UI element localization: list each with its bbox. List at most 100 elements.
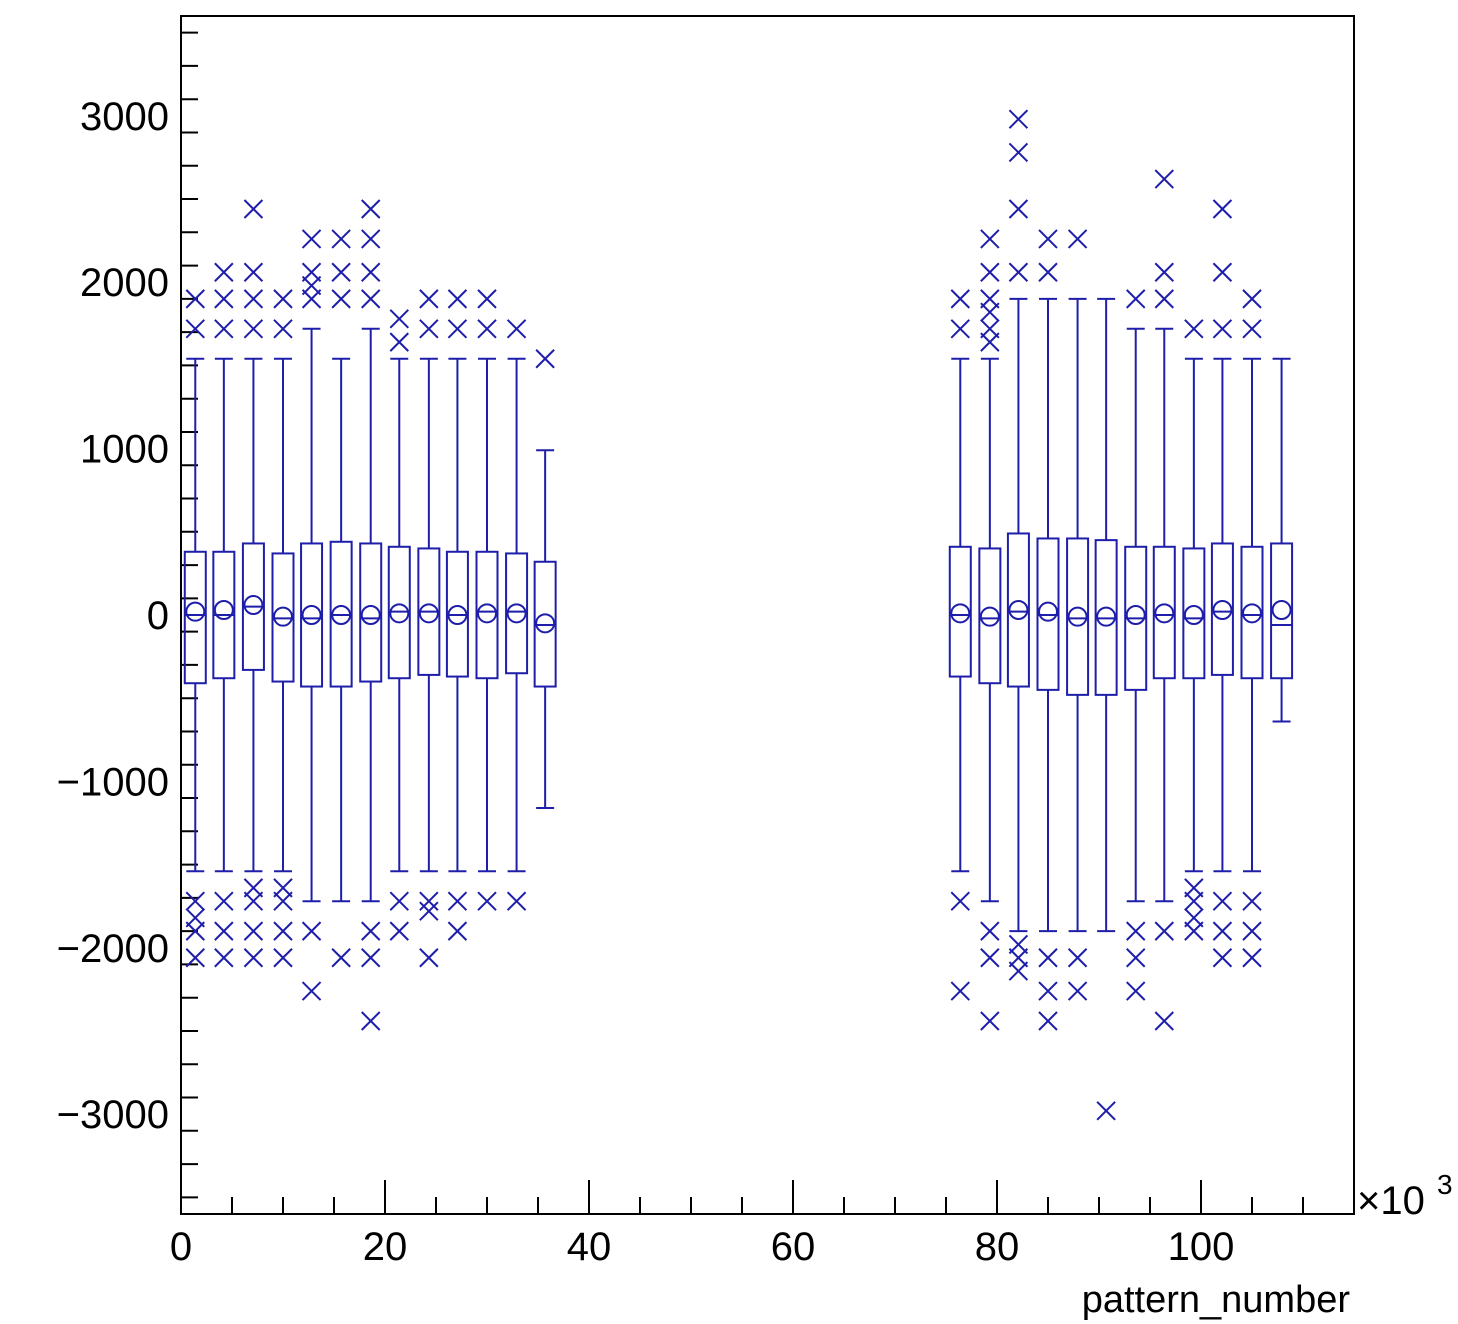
outlier-marker bbox=[1096, 1101, 1116, 1121]
y-tick-label: −1000 bbox=[57, 760, 169, 804]
y-tick-label: 3000 bbox=[80, 95, 169, 139]
outlier-marker bbox=[419, 948, 439, 968]
outlier-marker bbox=[1154, 289, 1174, 309]
outlier-marker bbox=[361, 921, 381, 941]
mean-marker bbox=[331, 605, 352, 625]
outlier-marker bbox=[389, 309, 409, 329]
outlier-marker bbox=[1154, 921, 1174, 941]
box bbox=[1036, 229, 1060, 1031]
box bbox=[329, 229, 353, 968]
outlier-marker bbox=[361, 1011, 381, 1031]
outlier-marker bbox=[361, 948, 381, 968]
outlier-marker bbox=[243, 199, 264, 219]
outlier-marker bbox=[447, 921, 468, 941]
x-tick-label: 20 bbox=[363, 1225, 408, 1269]
outlier-marker bbox=[419, 891, 439, 911]
outlier-marker bbox=[331, 262, 351, 282]
outlier-marker bbox=[1008, 199, 1029, 219]
outlier-marker bbox=[1038, 229, 1058, 249]
outlier-marker bbox=[1184, 319, 1204, 339]
outlier-marker bbox=[1067, 981, 1088, 1001]
box-body bbox=[183, 550, 207, 685]
mean-marker bbox=[1067, 606, 1088, 627]
outlier-marker bbox=[243, 262, 264, 282]
outlier-marker bbox=[243, 891, 264, 911]
box bbox=[1006, 109, 1030, 981]
outlier-marker bbox=[477, 891, 497, 911]
outlier-marker bbox=[535, 349, 555, 369]
y-tick-label: 1000 bbox=[80, 428, 169, 472]
mean-marker bbox=[447, 605, 468, 625]
outlier-marker bbox=[389, 891, 409, 911]
y-tick-label: 2000 bbox=[80, 261, 169, 305]
outlier-marker bbox=[1038, 1011, 1058, 1031]
mean-marker bbox=[1271, 600, 1292, 621]
x-axis-multiplier-exponent: 3 bbox=[1437, 1169, 1453, 1200]
mean-marker bbox=[1212, 600, 1233, 621]
outlier-marker bbox=[1242, 289, 1262, 309]
box bbox=[533, 349, 557, 810]
outlier-marker bbox=[1212, 319, 1233, 339]
box bbox=[948, 289, 972, 1001]
outlier-marker bbox=[185, 319, 205, 339]
box bbox=[1210, 199, 1234, 968]
outlier-marker bbox=[1067, 229, 1088, 249]
box-body bbox=[300, 542, 324, 688]
box-body bbox=[1240, 545, 1264, 680]
outlier-marker bbox=[273, 319, 293, 339]
outlier-marker bbox=[331, 948, 351, 968]
mean-marker bbox=[1125, 605, 1146, 625]
outlier-marker bbox=[1184, 921, 1204, 941]
outlier-marker bbox=[1242, 319, 1262, 339]
box bbox=[475, 289, 499, 911]
outlier-marker bbox=[331, 289, 351, 309]
outlier-marker bbox=[214, 262, 234, 282]
box-body bbox=[1210, 542, 1234, 676]
outlier-marker bbox=[301, 981, 322, 1001]
outlier-marker bbox=[506, 319, 527, 339]
outlier-marker bbox=[1008, 262, 1029, 282]
mean-marker bbox=[389, 603, 410, 624]
outlier-marker bbox=[447, 289, 468, 309]
box bbox=[359, 199, 383, 1031]
outlier-marker bbox=[185, 891, 205, 911]
box bbox=[212, 262, 236, 968]
box bbox=[1152, 169, 1176, 1031]
box-body bbox=[1270, 542, 1294, 680]
y-axis: −3000 −2000 −1000 0 1000 2000 3000 bbox=[57, 31, 198, 1199]
outlier-marker bbox=[1212, 199, 1233, 219]
outlier-marker bbox=[1126, 289, 1146, 309]
box-body bbox=[1066, 537, 1090, 696]
mean-marker bbox=[1008, 600, 1029, 621]
box-body bbox=[359, 542, 383, 683]
box bbox=[417, 289, 441, 968]
outlier-marker bbox=[185, 908, 205, 928]
outlier-marker bbox=[1038, 262, 1058, 282]
box-body bbox=[475, 550, 499, 680]
box-body bbox=[1006, 532, 1030, 688]
outlier-marker bbox=[389, 921, 409, 941]
x-tick-label: 80 bbox=[975, 1225, 1020, 1269]
x-axis-multiplier: ×10 3 bbox=[1357, 1169, 1453, 1223]
x-axis-multiplier-base: ×10 bbox=[1357, 1179, 1425, 1223]
outlier-marker bbox=[1212, 262, 1233, 282]
outlier-marker bbox=[980, 262, 1000, 282]
outlier-marker bbox=[1154, 169, 1174, 189]
mean-marker bbox=[213, 600, 234, 621]
box bbox=[1270, 357, 1294, 723]
outlier-marker bbox=[214, 319, 234, 339]
outlier-marker bbox=[506, 891, 527, 911]
outlier-marker bbox=[1212, 891, 1233, 911]
box bbox=[241, 199, 265, 968]
outlier-marker bbox=[214, 289, 234, 309]
outlier-marker bbox=[950, 891, 970, 911]
outlier-marker bbox=[273, 891, 293, 911]
mean-marker bbox=[1038, 601, 1058, 622]
box bbox=[505, 319, 529, 911]
outlier-marker bbox=[1067, 948, 1088, 968]
outlier-marker bbox=[980, 289, 1000, 309]
outlier-marker bbox=[1126, 948, 1146, 968]
outlier-marker bbox=[1008, 142, 1029, 163]
mean-marker bbox=[477, 603, 497, 624]
